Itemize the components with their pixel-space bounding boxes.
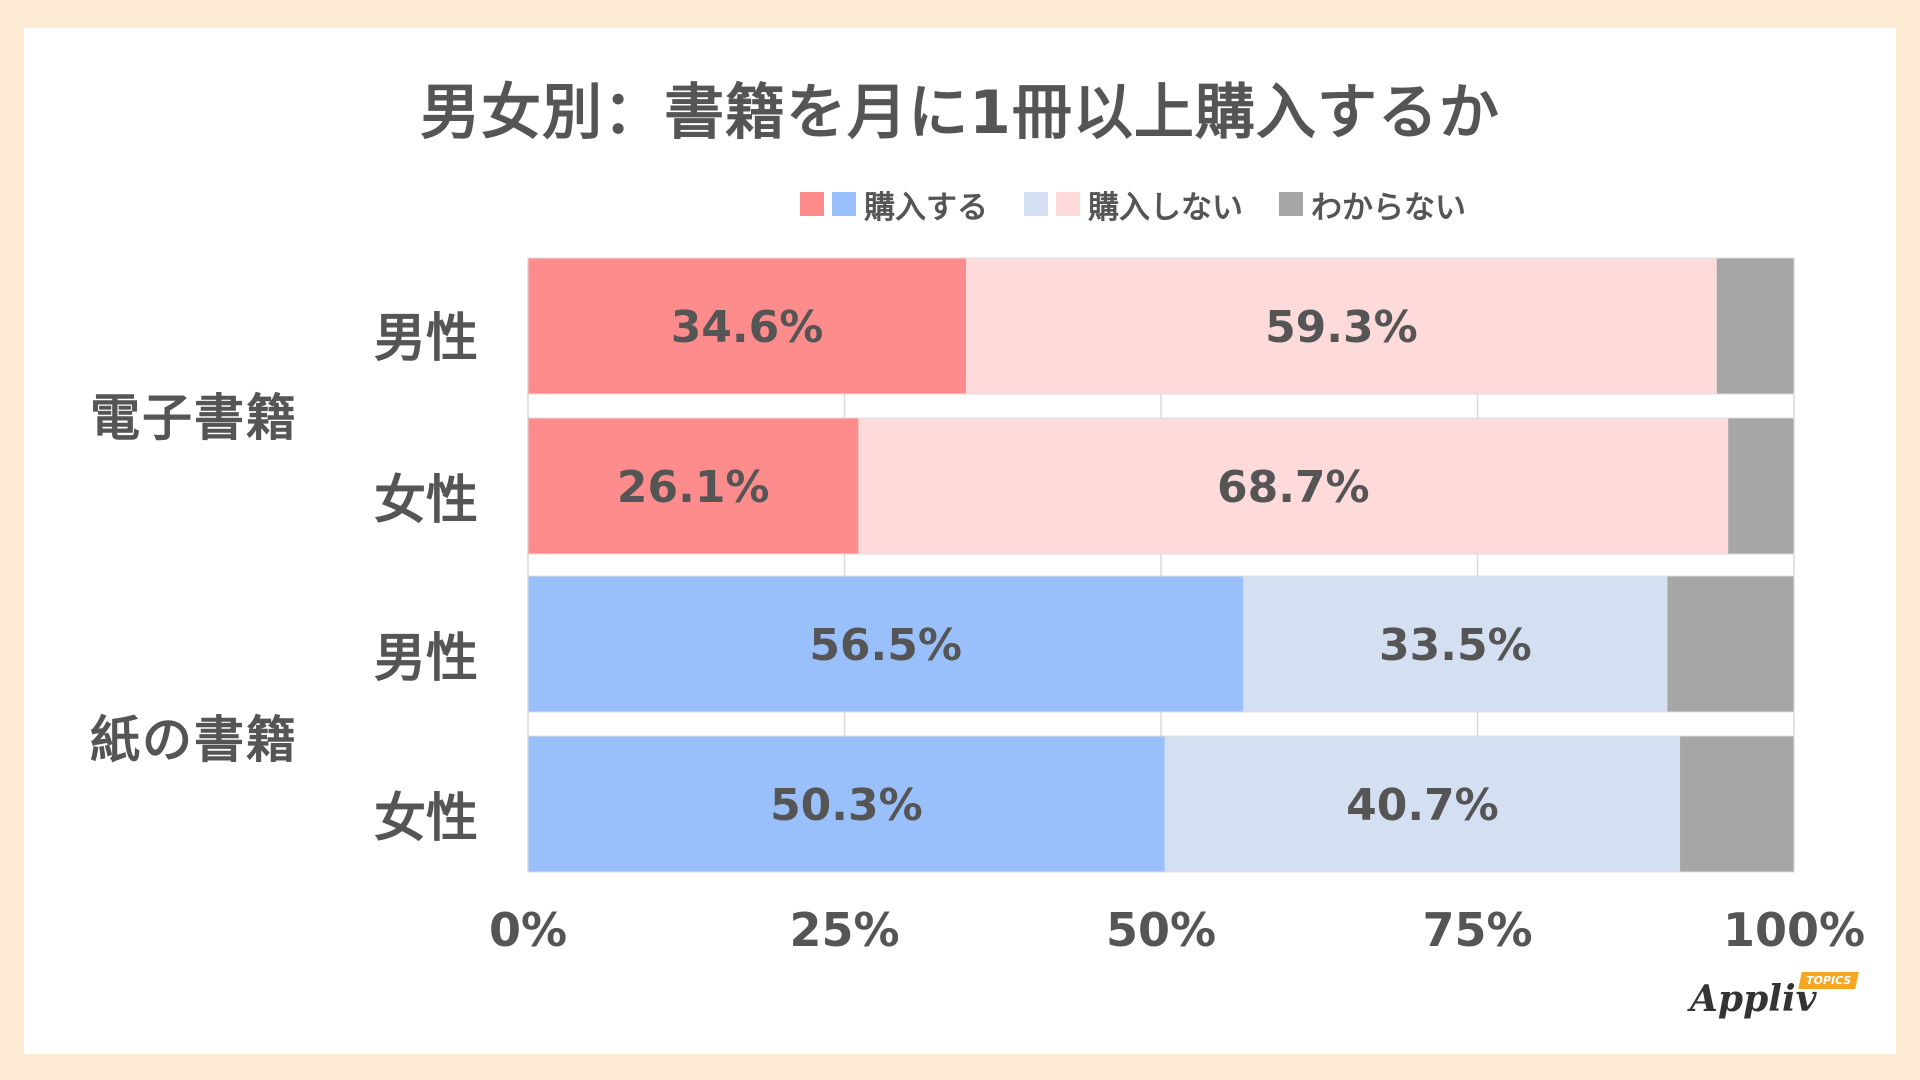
x-tick-label-2: 50%: [1106, 903, 1216, 957]
data-label-ebook-female-nobuy: 68.7%: [1217, 462, 1370, 513]
logo-text: Appliv: [1690, 978, 1817, 1020]
bar-paper-male-nobuy: [1243, 576, 1668, 712]
legend-item-buy: 購入する: [800, 182, 988, 227]
bar-paper-male-unknown: [1667, 576, 1794, 712]
bar-outline-ebook-female: [527, 417, 1795, 555]
group-label-ebook: 電子書籍: [90, 389, 298, 447]
bar-ebook-female-unknown: [1728, 418, 1794, 554]
bar-outline-paper-male: [527, 575, 1795, 713]
legend-swatch-nobuy-ebook: [1056, 192, 1080, 216]
row-label-paper-female: 女性: [374, 789, 479, 849]
row-label-ebook-female: 女性: [374, 471, 479, 531]
bar-ebook-female-buy: [528, 418, 859, 554]
legend-swatch-buy-paper: [832, 192, 856, 216]
legend-swatch-buy-ebook: [800, 192, 824, 216]
data-label-ebook-male-buy: 34.6%: [671, 302, 824, 353]
x-tick-label-0: 0%: [489, 903, 567, 957]
row-label-paper-male: 男性: [374, 629, 479, 689]
bar-ebook-female-nobuy: [858, 418, 1729, 554]
data-label-paper-male-buy: 56.5%: [809, 620, 962, 671]
group-label-paper: 紙の書籍: [90, 711, 298, 769]
legend-swatch-nobuy-paper: [1024, 192, 1048, 216]
row-label-ebook-male: 男性: [374, 309, 479, 369]
bar-paper-female-buy: [528, 736, 1165, 872]
legend-item-nobuy: 購入しない: [1024, 182, 1243, 227]
bar-paper-male-buy: [528, 576, 1244, 712]
bar-ebook-male-buy: [528, 258, 967, 394]
bar-paper-female-nobuy: [1164, 736, 1681, 872]
applive-logo: Appliv TOPICS: [1690, 972, 1880, 1032]
data-label-ebook-male-nobuy: 59.3%: [1265, 302, 1418, 353]
bar-paper-female-unknown: [1680, 736, 1794, 872]
legend-label-buy: 購入する: [864, 189, 988, 226]
logo-tag: TOPICS: [1798, 972, 1860, 989]
bar-outline-ebook-male: [527, 257, 1795, 395]
bar-outline-paper-female: [527, 735, 1795, 873]
legend-swatch-unknown: [1279, 192, 1303, 216]
data-label-ebook-female-buy: 26.1%: [617, 462, 770, 513]
legend-label-unknown: わからない: [1311, 189, 1466, 226]
x-tick-label-1: 25%: [789, 903, 899, 957]
legend-item-unknown: わからない: [1279, 182, 1466, 227]
data-label-paper-male-nobuy: 33.5%: [1379, 620, 1532, 671]
x-tick-label-4: 100%: [1723, 903, 1865, 957]
data-label-paper-female-nobuy: 40.7%: [1346, 780, 1499, 831]
legend-label-nobuy: 購入しない: [1088, 189, 1243, 226]
data-label-paper-female-buy: 50.3%: [770, 780, 923, 831]
x-tick-label-3: 75%: [1422, 903, 1532, 957]
bar-ebook-male-unknown: [1716, 258, 1794, 394]
chart-title: 男女別：書籍を月に1冊以上購入するか: [420, 78, 1500, 148]
legend: 購入する 購入しない わからない: [800, 182, 1502, 227]
bar-ebook-male-nobuy: [966, 258, 1717, 394]
